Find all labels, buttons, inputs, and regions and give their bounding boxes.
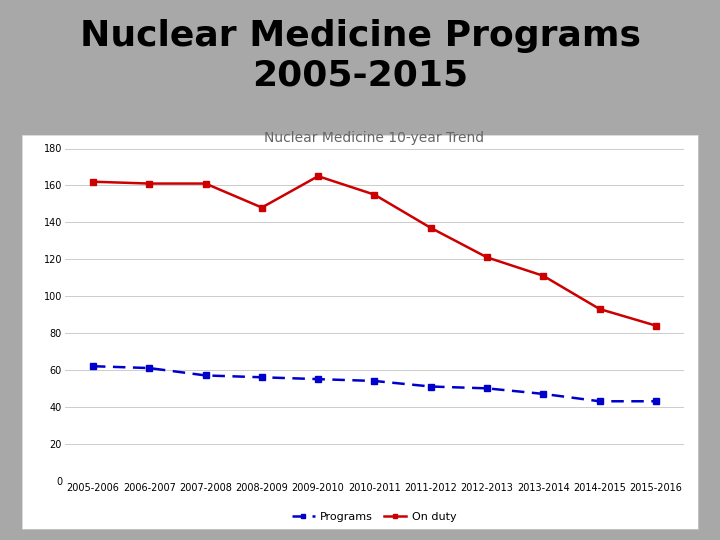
On duty [370,191,379,198]
Programs [370,378,379,384]
Programs [314,376,323,382]
On duty [482,254,491,261]
On duty [539,273,548,279]
On duty [89,178,97,185]
On duty [426,225,435,231]
Programs [539,390,548,397]
Programs [652,398,660,404]
Legend: Programs, On duty: Programs, On duty [288,508,461,526]
On duty [258,204,266,211]
On duty [145,180,153,187]
Title: Nuclear Medicine 10-year Trend: Nuclear Medicine 10-year Trend [264,131,485,145]
Programs [595,398,604,404]
Programs [145,365,153,372]
Line: Programs: Programs [90,363,659,404]
Programs [89,363,97,369]
On duty [595,306,604,312]
Line: On duty: On duty [90,173,659,328]
On duty [652,322,660,329]
Text: Nuclear Medicine Programs
2005-2015: Nuclear Medicine Programs 2005-2015 [79,18,641,92]
On duty [201,180,210,187]
Programs [482,385,491,392]
On duty [314,173,323,179]
Programs [258,374,266,381]
Programs [426,383,435,390]
Programs [201,372,210,379]
